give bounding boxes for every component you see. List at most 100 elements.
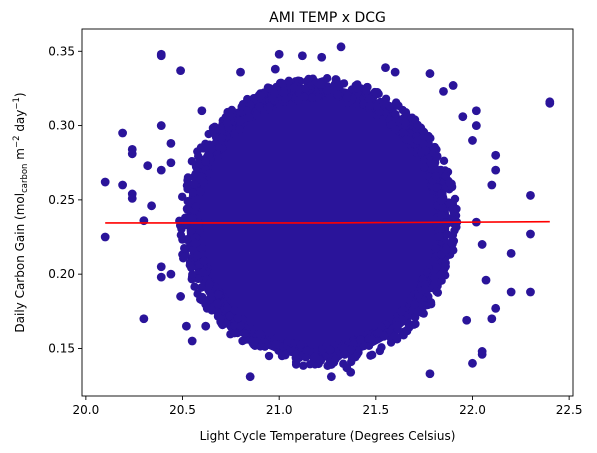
y-tick-label: 0.25 — [48, 193, 75, 207]
data-point — [367, 350, 377, 360]
data-point — [439, 156, 449, 165]
data-point — [432, 152, 442, 161]
data-point — [426, 300, 436, 309]
data-point — [209, 126, 218, 135]
data-point — [308, 93, 317, 102]
data-point — [217, 133, 226, 143]
data-point — [317, 52, 327, 62]
points-layer — [100, 42, 555, 382]
data-point — [191, 202, 201, 211]
data-point — [270, 88, 279, 98]
data-point — [387, 120, 397, 129]
data-point — [230, 306, 239, 315]
data-point — [346, 367, 356, 377]
data-point — [235, 125, 244, 134]
data-point — [329, 86, 338, 95]
data-point — [217, 126, 227, 136]
data-point — [390, 67, 400, 77]
data-point — [180, 252, 189, 261]
data-point — [447, 238, 456, 247]
data-point — [331, 354, 340, 364]
data-point — [227, 105, 237, 115]
data-point — [183, 176, 192, 185]
data-point — [193, 251, 202, 260]
data-point — [201, 157, 210, 166]
data-point — [419, 162, 429, 172]
data-point — [302, 346, 312, 355]
data-point — [441, 171, 451, 181]
data-point — [448, 204, 457, 214]
data-point — [245, 372, 255, 382]
data-point — [252, 110, 261, 120]
data-point — [270, 64, 280, 74]
data-point — [297, 51, 307, 61]
data-point — [316, 80, 325, 89]
data-point — [545, 98, 555, 108]
y-tick-label: 0.30 — [48, 119, 75, 133]
data-point — [421, 284, 430, 294]
plot-frame — [81, 28, 574, 397]
data-point — [190, 239, 200, 248]
data-point — [301, 353, 310, 362]
data-point — [176, 292, 185, 301]
data-point — [175, 216, 184, 226]
data-point — [279, 88, 289, 97]
data-point — [391, 100, 400, 109]
data-point — [236, 321, 245, 331]
data-point — [196, 143, 206, 152]
x-tick-label: 20.0 — [73, 403, 100, 417]
data-point — [188, 213, 198, 222]
data-point — [526, 287, 535, 297]
data-point — [410, 300, 419, 309]
data-point — [176, 66, 185, 76]
data-point — [180, 244, 189, 253]
data-point — [435, 232, 444, 241]
data-point — [425, 369, 435, 379]
data-point — [156, 51, 166, 61]
data-point — [437, 210, 446, 220]
data-point — [296, 340, 305, 350]
data-point — [187, 157, 197, 166]
trend-line — [105, 220, 550, 224]
data-point — [188, 270, 197, 279]
data-point — [342, 93, 352, 103]
data-point — [402, 326, 411, 335]
data-point — [236, 117, 245, 126]
data-point — [402, 135, 411, 144]
data-point — [421, 146, 430, 155]
data-point — [436, 196, 446, 205]
data-point — [199, 178, 208, 187]
data-point — [299, 361, 308, 370]
data-point — [410, 115, 420, 124]
data-point — [143, 161, 153, 171]
data-point — [291, 357, 301, 367]
data-point — [213, 299, 222, 308]
data-point — [225, 311, 234, 321]
data-point — [430, 160, 439, 169]
data-point — [100, 232, 110, 242]
y-tick-label: 0.35 — [48, 44, 75, 58]
data-point — [274, 49, 284, 59]
data-point — [437, 189, 446, 199]
data-point — [372, 102, 381, 111]
data-point — [222, 319, 231, 328]
data-point — [281, 351, 290, 360]
y-tick-label: 0.15 — [48, 341, 75, 355]
data-point — [491, 165, 501, 175]
data-point — [367, 335, 376, 344]
data-point — [430, 280, 439, 289]
data-point — [205, 280, 214, 289]
data-point — [526, 191, 535, 200]
data-point — [506, 287, 516, 297]
data-point — [392, 332, 401, 342]
data-point — [401, 108, 411, 117]
data-point — [481, 275, 491, 285]
data-point — [411, 313, 420, 322]
data-point — [207, 292, 216, 301]
data-point — [233, 314, 243, 323]
data-point — [230, 328, 239, 338]
data-point — [356, 335, 365, 344]
data-point — [191, 169, 200, 179]
data-point — [284, 76, 294, 86]
